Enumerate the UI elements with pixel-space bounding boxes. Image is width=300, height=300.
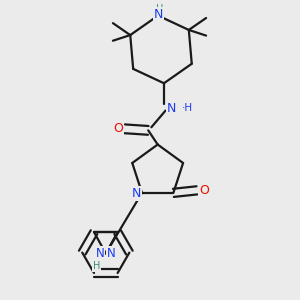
Text: N: N: [154, 8, 164, 20]
Text: ·H: ·H: [182, 103, 193, 113]
Text: N: N: [167, 102, 176, 115]
Text: H: H: [93, 261, 100, 271]
Text: N: N: [96, 247, 104, 260]
Text: O: O: [113, 122, 123, 135]
Text: N: N: [132, 187, 141, 200]
Text: O: O: [199, 184, 209, 197]
Text: H: H: [156, 4, 164, 14]
Text: N: N: [107, 247, 116, 260]
